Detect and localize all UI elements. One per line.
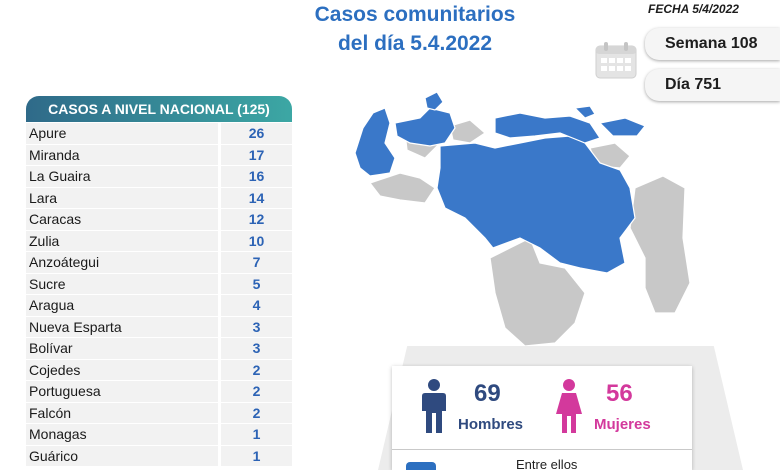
date-label: FECHA 5/4/2022 xyxy=(648,2,739,16)
state-cases: 12 xyxy=(221,209,292,231)
state-name: Aragua xyxy=(26,295,218,317)
state-name: Zulia xyxy=(26,230,218,252)
state-name: Monagas xyxy=(26,424,218,446)
state-name: Bolívar xyxy=(26,338,218,360)
table-row: Cojedes 2 xyxy=(26,359,292,381)
state-cases: 7 xyxy=(221,252,292,274)
women-count: 56 xyxy=(606,380,633,407)
state-name: Guárico xyxy=(26,445,218,467)
table-row: Guárico 1 xyxy=(26,445,292,467)
table-row: Apure 26 xyxy=(26,123,292,145)
state-name: Anzoátegui xyxy=(26,252,218,274)
state-name: Sucre xyxy=(26,273,218,295)
table-row: Nueva Esparta 3 xyxy=(26,316,292,338)
entre-ellos-label: Entre ellos xyxy=(516,457,578,470)
week-badge: Semana 108 xyxy=(645,28,780,60)
state-cases: 14 xyxy=(221,187,292,209)
map-region-unaffected xyxy=(449,119,486,144)
state-cases: 4 xyxy=(221,295,292,317)
map-region-affected xyxy=(494,112,601,144)
divider xyxy=(392,449,692,450)
table-row: Sucre 5 xyxy=(26,273,292,295)
table-row: Anzoátegui 7 xyxy=(26,252,292,274)
man-icon xyxy=(422,379,446,433)
state-cases: 3 xyxy=(221,316,292,338)
state-name: Cojedes xyxy=(26,359,218,381)
group-icon xyxy=(406,462,436,470)
state-cases: 2 xyxy=(221,402,292,424)
calendar-icon xyxy=(595,42,637,79)
state-cases: 1 xyxy=(221,424,292,446)
title-line-1: Casos comunitarios xyxy=(314,3,516,26)
state-cases: 2 xyxy=(221,359,292,381)
state-cases: 26 xyxy=(221,123,292,145)
state-name: Miranda xyxy=(26,144,218,166)
state-cases: 16 xyxy=(221,166,292,188)
table-row: Caracas 12 xyxy=(26,209,292,231)
men-label: Hombres xyxy=(458,416,524,433)
cases-table: Apure 26 Miranda 17 La Guaira 16 Lara 14 Caracas… xyxy=(26,123,292,467)
page-title: Casos comunitarios del día 5.4.2022 xyxy=(260,0,570,58)
state-cases: 3 xyxy=(221,338,292,360)
state-cases: 17 xyxy=(221,144,292,166)
map-region-unaffected xyxy=(369,172,436,204)
table-row: Monagas 1 xyxy=(26,424,292,446)
national-cases-header: CASOS A NIVEL NACIONAL (125) xyxy=(26,96,292,122)
title-line-2: del día 5.4.2022 xyxy=(337,32,493,55)
state-cases: 5 xyxy=(221,273,292,295)
state-name: Apure xyxy=(26,123,218,145)
state-cases: 10 xyxy=(221,230,292,252)
women-label: Mujeres xyxy=(594,416,651,433)
men-count: 69 xyxy=(474,380,501,407)
state-name: Nueva Esparta xyxy=(26,316,218,338)
day-badge: Día 751 xyxy=(645,69,780,101)
state-name: Caracas xyxy=(26,209,218,231)
table-row: Zulia 10 xyxy=(26,230,292,252)
table-row: Lara 14 xyxy=(26,187,292,209)
woman-icon xyxy=(556,379,582,433)
table-row: Portuguesa 2 xyxy=(26,381,292,403)
table-row: Bolívar 3 xyxy=(26,338,292,360)
venezuela-map xyxy=(354,91,691,347)
map-region-affected xyxy=(354,107,396,177)
table-row: Falcón 2 xyxy=(26,402,292,424)
table-row: Aragua 4 xyxy=(26,295,292,317)
table-row: La Guaira 16 xyxy=(26,166,292,188)
map-region-unaffected xyxy=(629,175,691,314)
state-name: La Guaira xyxy=(26,166,218,188)
map-region-affected xyxy=(394,107,456,147)
state-name: Falcón xyxy=(26,402,218,424)
map-region-affected xyxy=(436,135,636,274)
gender-card: 69 Hombres 56 Mujeres Entre ellos xyxy=(392,366,692,470)
map-region-unaffected xyxy=(489,237,586,347)
table-row: Miranda 17 xyxy=(26,144,292,166)
map-region-affected xyxy=(424,91,444,111)
state-name: Portuguesa xyxy=(26,381,218,403)
state-name: Lara xyxy=(26,187,218,209)
map-region-affected xyxy=(573,105,596,119)
map-region-affected xyxy=(598,117,646,137)
state-cases: 2 xyxy=(221,381,292,403)
state-cases: 1 xyxy=(221,445,292,467)
